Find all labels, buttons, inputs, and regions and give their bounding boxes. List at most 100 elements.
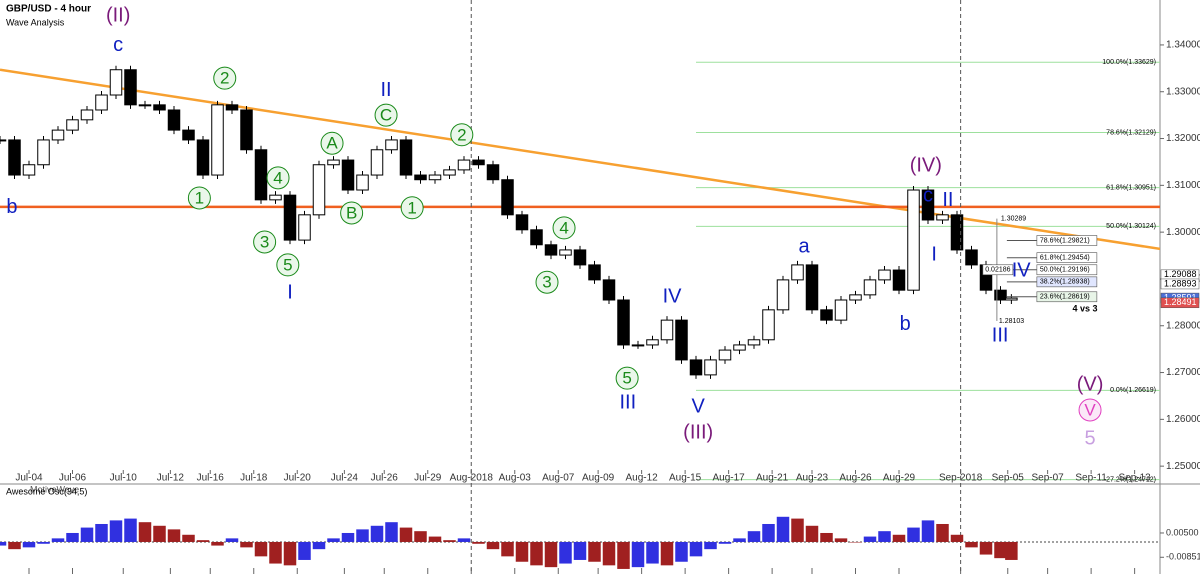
- wave-label: b: [900, 313, 911, 335]
- candle: [820, 309, 833, 321]
- candle: [762, 309, 775, 341]
- fib-small-label: 50.0%(1.29196): [1040, 267, 1090, 274]
- candle: [834, 299, 848, 321]
- osc-bar: [950, 534, 964, 542]
- osc-bar: [182, 534, 195, 542]
- osc-bar: [515, 541, 529, 562]
- candle: [863, 279, 877, 296]
- osc-bar: [472, 541, 485, 544]
- candle: [269, 194, 282, 201]
- osc-bar: [544, 541, 558, 568]
- x-tick-label: Aug-26: [839, 473, 872, 484]
- wave-label: 4 vs 3: [1072, 303, 1097, 313]
- x-tick-label: Sep-05: [992, 473, 1025, 484]
- price-tag-label: 1.28591: [1164, 292, 1197, 302]
- candle: [80, 109, 94, 121]
- osc-bar: [646, 541, 659, 564]
- osc-bar: [254, 541, 268, 557]
- osc-bar: [327, 538, 340, 542]
- candle: [66, 119, 79, 131]
- osc-bar: [22, 541, 36, 548]
- candle: [486, 164, 500, 181]
- wave-label: I: [287, 281, 293, 303]
- wave-label: IV: [1012, 259, 1032, 281]
- wave-circle: [374, 103, 398, 127]
- wave-label: A: [326, 134, 338, 153]
- osc-bar: [805, 525, 819, 542]
- candle: [936, 214, 949, 221]
- wave-label: 1: [407, 198, 416, 217]
- wave-label: 5: [1084, 427, 1095, 449]
- candle: [950, 214, 964, 251]
- wave-label: 5: [283, 255, 292, 274]
- x-tick-label: Aug-17: [713, 473, 746, 484]
- y-tick-label: 1.31000: [1166, 180, 1200, 191]
- fib-label: 50.0%(1.30124): [1106, 223, 1156, 230]
- candle: [573, 249, 587, 266]
- wave-label: 4: [559, 218, 568, 237]
- x-tick-label: Jul-24: [331, 473, 359, 484]
- wave-label: 3: [260, 232, 269, 251]
- osc-bar: [341, 532, 355, 542]
- wave-label: 2: [220, 69, 229, 88]
- candle: [0, 139, 7, 142]
- price-tag-label: 1.28893: [1164, 278, 1197, 288]
- fib-small-label: 61.8%(1.29454): [1040, 255, 1090, 262]
- measure-box: [982, 264, 1014, 276]
- osc-bar: [8, 541, 21, 550]
- osc-y-tick-label: 0.00500: [1166, 527, 1199, 537]
- x-tick-label: Jul-12: [157, 473, 185, 484]
- measure-bottom: 1.28103: [999, 318, 1024, 325]
- x-tick-label: Sep-11: [1075, 473, 1107, 484]
- wave-circle: [266, 166, 290, 190]
- candle: [965, 249, 978, 266]
- candle: [196, 139, 210, 176]
- wave-label: V: [1084, 400, 1096, 419]
- osc-bar: [530, 541, 543, 566]
- candle: [211, 104, 224, 176]
- osc-y-tick-label: -0.00851: [1166, 552, 1200, 562]
- fib-small-box: [1036, 235, 1098, 246]
- candle: [312, 164, 326, 216]
- candle: [501, 179, 514, 216]
- wave-circle: [253, 230, 277, 254]
- wave-circle: [320, 131, 344, 155]
- candle: [559, 249, 572, 256]
- wave-label: I: [931, 243, 937, 265]
- wave-label: (V): [1077, 374, 1104, 396]
- watermark: MotiveWave: [30, 484, 79, 494]
- osc-bar: [109, 520, 123, 542]
- osc-bar: [994, 541, 1007, 559]
- osc-bar: [762, 523, 775, 542]
- osc-bar: [921, 520, 935, 542]
- wave-label: (III): [683, 421, 713, 443]
- y-tick-label: 1.33000: [1166, 86, 1200, 97]
- fib-label: 100.0%(1.33629): [1102, 59, 1156, 66]
- osc-bar: [298, 541, 311, 560]
- fib-small-label: 78.6%(1.29821): [1040, 237, 1090, 244]
- wave-circle: [615, 366, 639, 390]
- osc-bar: [588, 541, 601, 562]
- candle: [921, 189, 935, 221]
- candle: [718, 349, 732, 361]
- x-tick-label: Jul-20: [284, 473, 312, 484]
- wave-circle: [552, 216, 576, 240]
- candle: [646, 339, 659, 346]
- osc-bar: [457, 538, 471, 542]
- osc-bar: [269, 541, 282, 564]
- wave-circle: [340, 201, 364, 225]
- osc-bar: [892, 534, 906, 542]
- x-tick-label: Jul-04: [15, 473, 43, 484]
- measure-top: 1.30289: [1001, 215, 1026, 222]
- fib-label: -27.2%(1.24712): [1104, 476, 1156, 483]
- candle: [994, 289, 1007, 301]
- fib-small-box: [1036, 276, 1098, 288]
- osc-bar: [704, 541, 717, 550]
- osc-bar: [573, 541, 587, 560]
- candle: [341, 159, 355, 191]
- osc-bar: [225, 538, 239, 542]
- candle: [907, 189, 920, 291]
- osc-bar: [863, 536, 877, 542]
- candle: [849, 294, 862, 301]
